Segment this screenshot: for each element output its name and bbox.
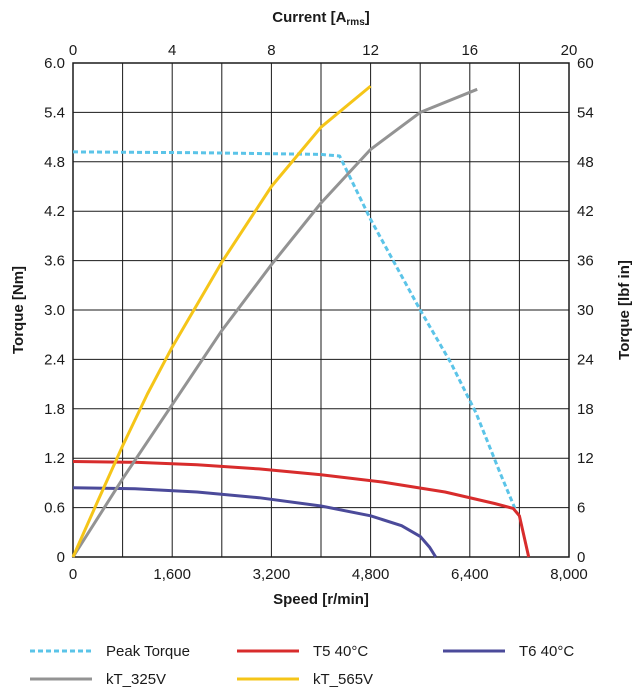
y-tick-label-3: 1.8 bbox=[44, 401, 65, 418]
legend-label-peak-torque: Peak Torque bbox=[106, 643, 190, 660]
legend-label-t6-40-c: T6 40°C bbox=[519, 643, 574, 660]
x2-tick-label-6: 12 bbox=[362, 42, 379, 59]
y2-tick-label-0: 0 bbox=[577, 549, 585, 566]
y2-tick-label-9: 54 bbox=[577, 104, 594, 121]
y2-tick-label-4: 24 bbox=[577, 351, 594, 368]
series-line-kt-565v bbox=[71, 84, 372, 558]
y-tick-label-10: 6.0 bbox=[44, 55, 65, 72]
x-tick-label-4: 3,200 bbox=[253, 566, 291, 583]
series-line-t5-40-c bbox=[72, 460, 531, 558]
y2-tick-label-8: 48 bbox=[577, 154, 594, 171]
x-tick-label-8: 6,400 bbox=[451, 566, 489, 583]
x2-tick-label-8: 16 bbox=[461, 42, 478, 59]
x-tick-label-0: 0 bbox=[69, 566, 77, 583]
x2-tick-label-0: 0 bbox=[69, 42, 77, 59]
y2-tick-label-3: 18 bbox=[577, 401, 594, 418]
y2-tick-label-1: 6 bbox=[577, 500, 585, 517]
series-line-peak-torque bbox=[72, 150, 518, 513]
y-axis-title: Torque [Nm] bbox=[10, 266, 27, 354]
x-tick-label-6: 4,800 bbox=[352, 566, 390, 583]
y2-tick-label-10: 60 bbox=[577, 55, 594, 72]
y-tick-label-9: 5.4 bbox=[44, 104, 65, 121]
y-tick-label-6: 3.6 bbox=[44, 253, 65, 270]
x2-tick-label-4: 8 bbox=[267, 42, 275, 59]
y2-tick-label-6: 36 bbox=[577, 253, 594, 270]
y2-tick-label-7: 42 bbox=[577, 203, 594, 220]
series-line-t6-40-c bbox=[72, 486, 437, 558]
y-tick-label-4: 2.4 bbox=[44, 351, 65, 368]
y2-tick-label-5: 30 bbox=[577, 302, 594, 319]
x-tick-label-10: 8,000 bbox=[550, 566, 588, 583]
x2-axis-title-end: ] bbox=[365, 9, 370, 26]
y-tick-label-2: 1.2 bbox=[44, 450, 65, 467]
series-line-kt-325v bbox=[71, 87, 478, 558]
x2-axis-title-subscript: rms bbox=[346, 17, 365, 28]
y2-axis-title: Torque [lbf in] bbox=[616, 260, 633, 360]
legend-label-t5-40-c: T5 40°C bbox=[313, 643, 368, 660]
x2-tick-label-2: 4 bbox=[168, 42, 176, 59]
legend-label-kt-565v: kT_565V bbox=[313, 671, 373, 688]
y-tick-label-5: 3.0 bbox=[44, 302, 65, 319]
y-tick-label-8: 4.8 bbox=[44, 154, 65, 171]
x-axis-title: Speed [r/min] bbox=[273, 591, 369, 608]
x2-axis-title: Current [Arms] bbox=[272, 9, 370, 28]
x2-axis-title-main: Current [A bbox=[272, 9, 346, 26]
y-tick-label-1: 0.6 bbox=[44, 500, 65, 517]
plot-frame bbox=[72, 62, 570, 558]
y-tick-label-0: 0 bbox=[57, 549, 65, 566]
y-tick-label-7: 4.2 bbox=[44, 203, 65, 220]
y2-tick-label-2: 12 bbox=[577, 450, 594, 467]
x-tick-label-2: 1,600 bbox=[153, 566, 191, 583]
x2-tick-label-10: 20 bbox=[561, 42, 578, 59]
legend-label-kt-325v: kT_325V bbox=[106, 671, 166, 688]
